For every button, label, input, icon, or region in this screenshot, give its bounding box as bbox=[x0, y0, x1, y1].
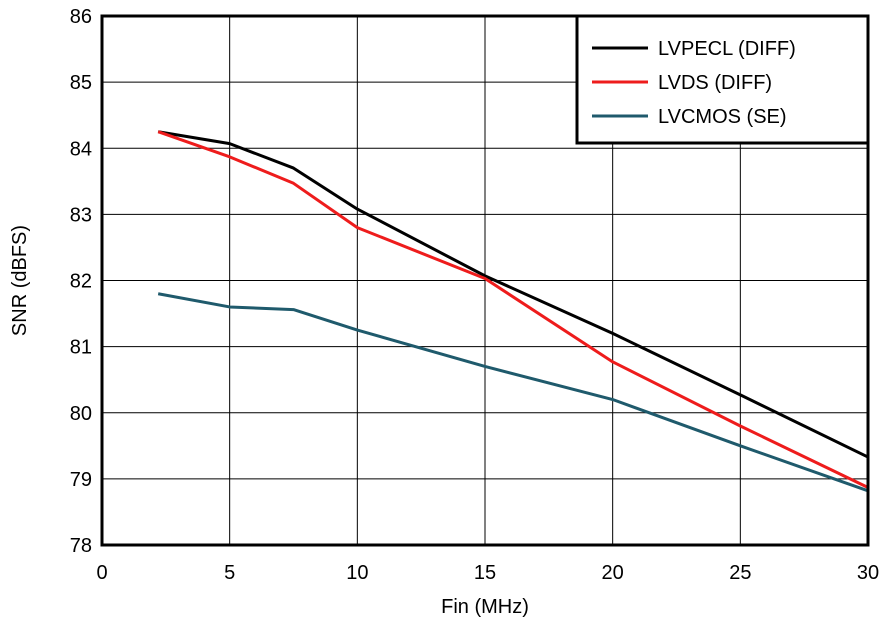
y-tick-label: 79 bbox=[70, 469, 92, 491]
y-tick-label: 81 bbox=[70, 337, 92, 359]
x-tick-label: 25 bbox=[729, 562, 751, 584]
legend-box bbox=[575, 14, 870, 145]
legend-label-2: LVDS (DIFF) bbox=[658, 72, 772, 94]
x-tick-label: 20 bbox=[602, 562, 624, 584]
y-tick-label: 82 bbox=[70, 271, 92, 293]
y-tick-label: 84 bbox=[70, 138, 92, 160]
x-tick-label: 10 bbox=[346, 562, 368, 584]
y-tick-label: 86 bbox=[70, 6, 92, 28]
y-axis-label: SNR (dBFS) bbox=[9, 225, 31, 336]
x-tick-label: 5 bbox=[224, 562, 235, 584]
x-tick-label: 0 bbox=[96, 562, 107, 584]
x-tick-label: 15 bbox=[474, 562, 496, 584]
series-line-3 bbox=[157, 292, 869, 493]
series-line-1 bbox=[157, 130, 869, 459]
x-axis-label: Fin (MHz) bbox=[441, 596, 529, 618]
legend-label-3: LVCMOS (SE) bbox=[658, 106, 787, 128]
plot-frame bbox=[100, 14, 870, 547]
legend-label-1: LVPECL (DIFF) bbox=[658, 38, 796, 60]
y-tick-label: 80 bbox=[70, 403, 92, 425]
x-tick-labels: 0 5 10 15 20 25 30 bbox=[96, 562, 879, 584]
x-tick-label: 30 bbox=[857, 562, 879, 584]
y-tick-labels: 78 79 80 81 82 83 84 85 86 bbox=[70, 6, 92, 557]
legend: LVPECL (DIFF) LVDS (DIFF) LVCMOS (SE) bbox=[575, 14, 870, 145]
y-tick-label: 85 bbox=[70, 72, 92, 94]
series-layer bbox=[157, 130, 869, 493]
series-line-2 bbox=[157, 130, 869, 489]
y-tick-label: 78 bbox=[70, 535, 92, 557]
y-tick-label: 83 bbox=[70, 204, 92, 226]
